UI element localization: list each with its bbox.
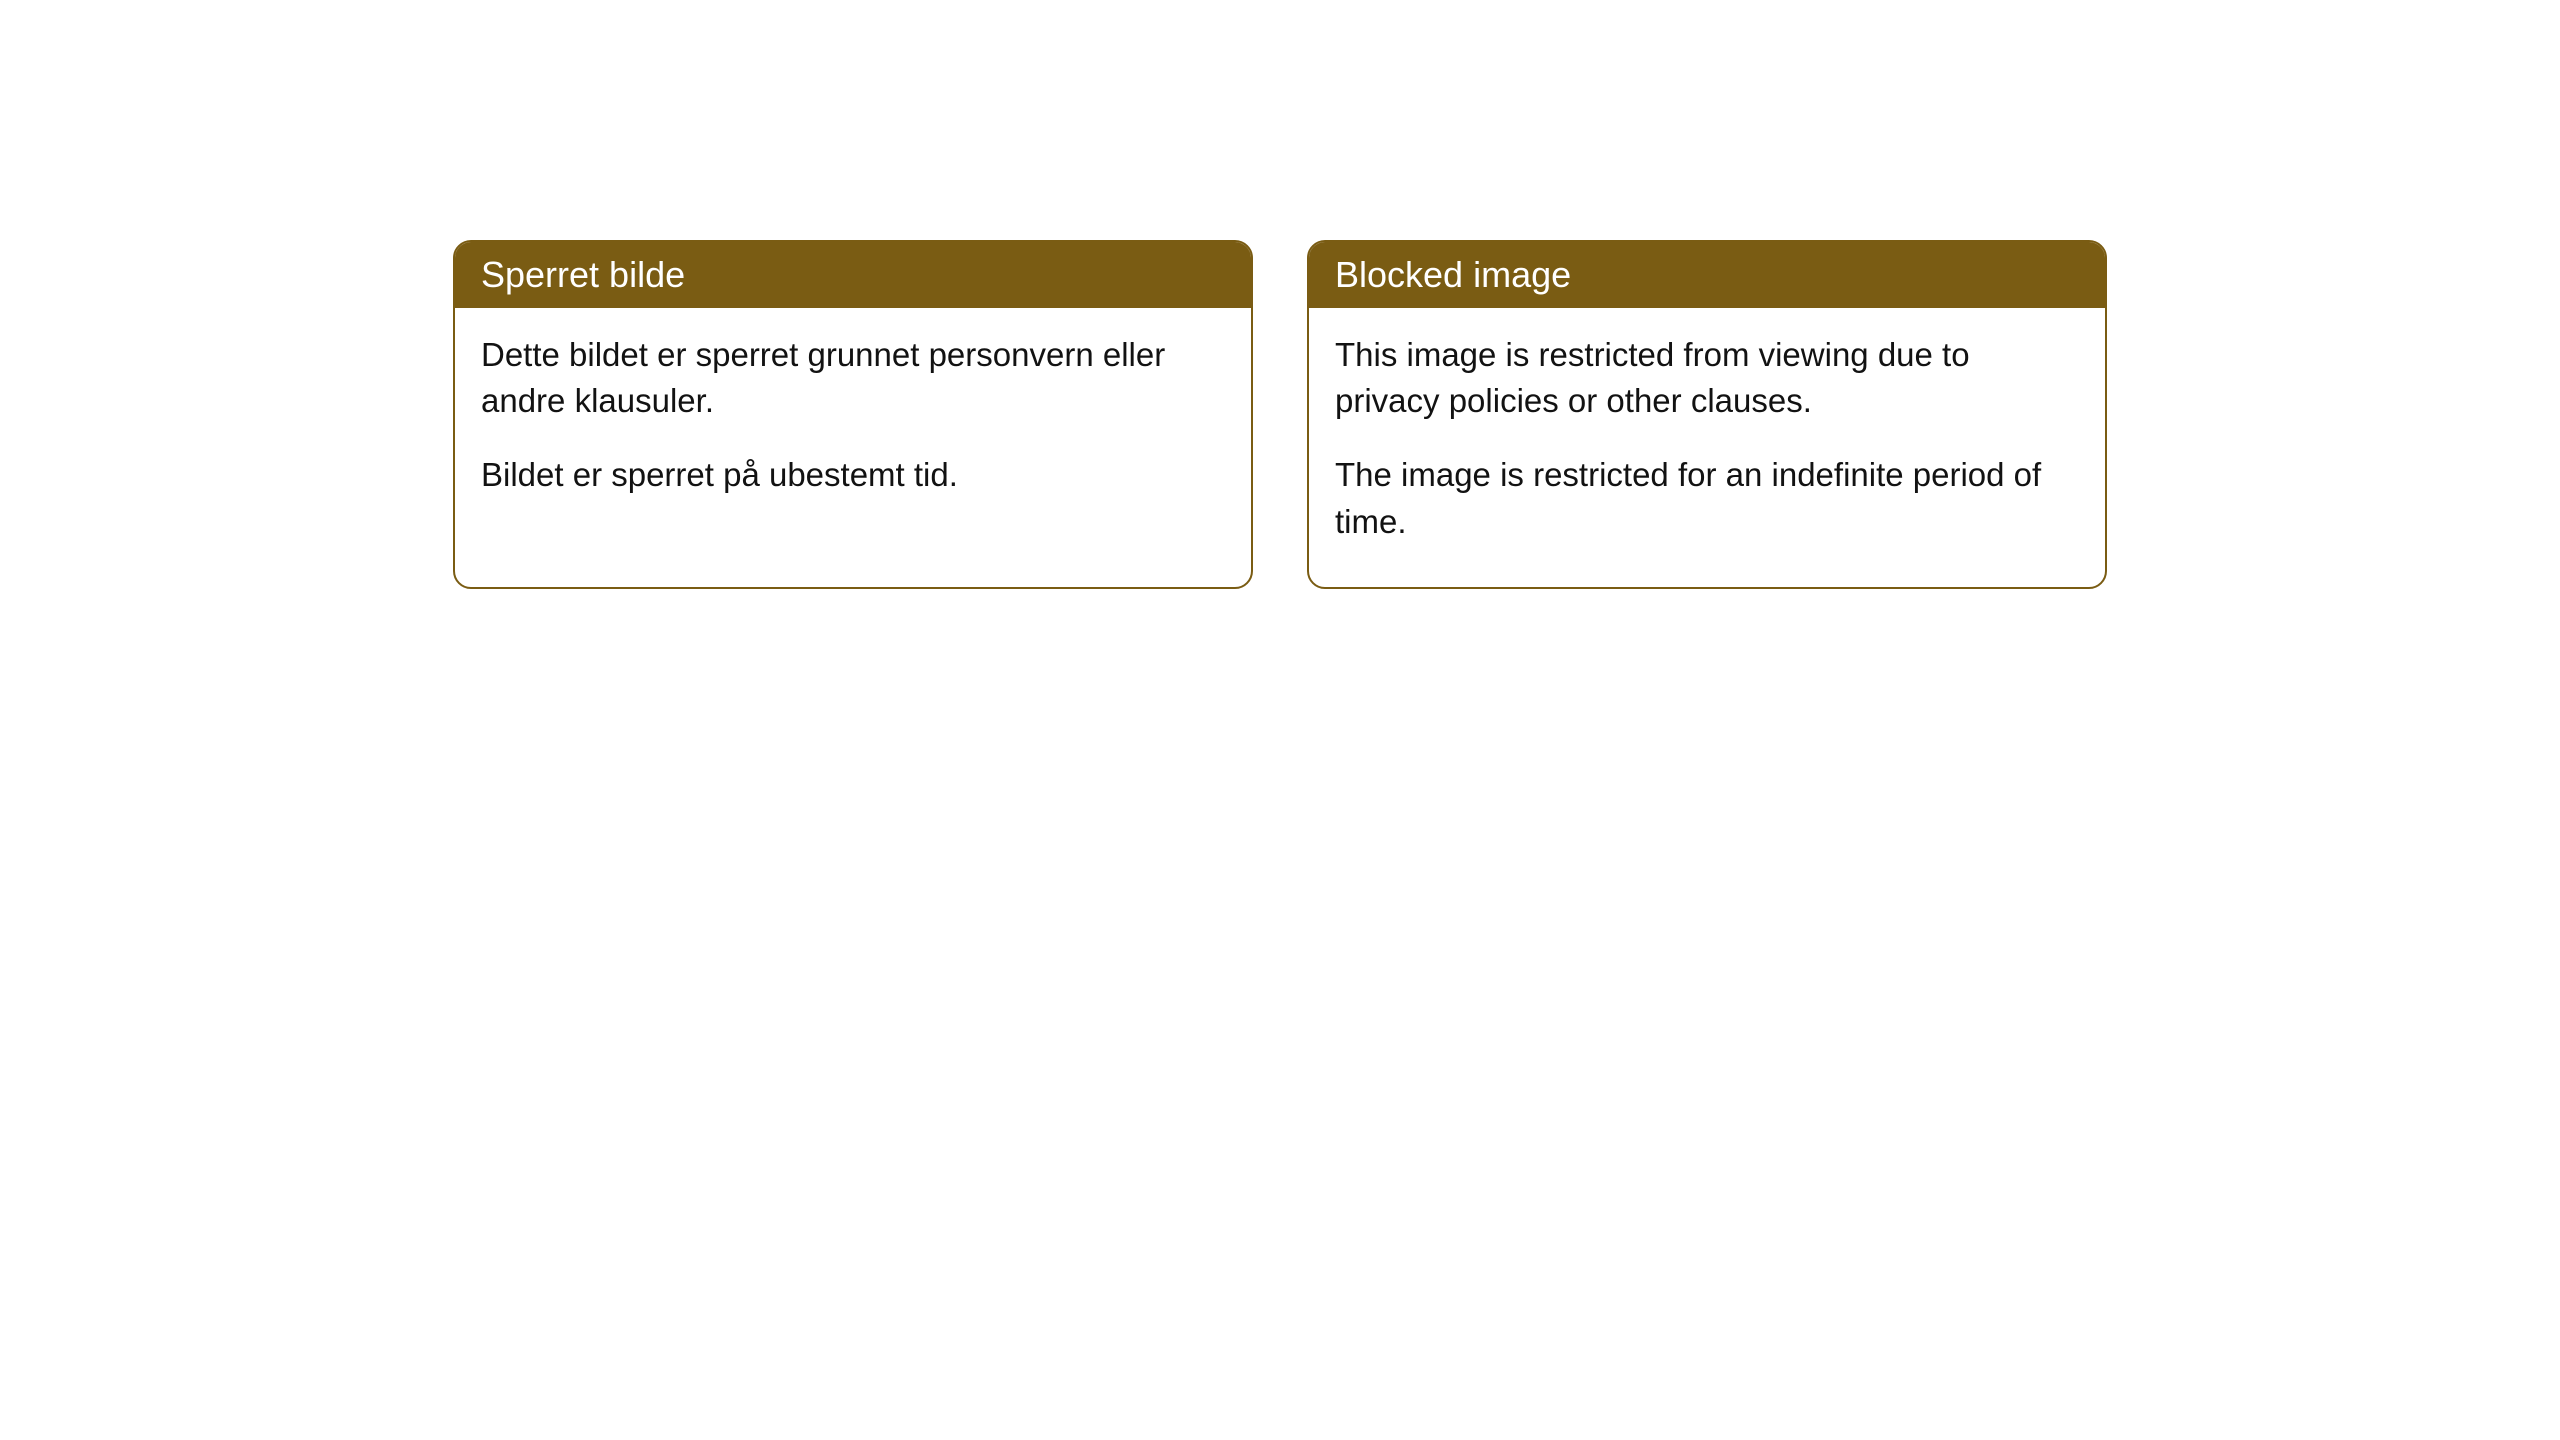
card-body-english: This image is restricted from viewing du… [1309, 308, 2105, 587]
card-header-english: Blocked image [1309, 242, 2105, 308]
card-title-norwegian: Sperret bilde [481, 254, 685, 295]
card-paragraph-1-english: This image is restricted from viewing du… [1335, 332, 2079, 424]
card-paragraph-1-norwegian: Dette bildet er sperret grunnet personve… [481, 332, 1225, 424]
card-paragraph-2-norwegian: Bildet er sperret på ubestemt tid. [481, 452, 1225, 498]
card-header-norwegian: Sperret bilde [455, 242, 1251, 308]
card-paragraph-2-english: The image is restricted for an indefinit… [1335, 452, 2079, 544]
notice-card-english: Blocked image This image is restricted f… [1307, 240, 2107, 589]
card-body-norwegian: Dette bildet er sperret grunnet personve… [455, 308, 1251, 541]
notice-card-norwegian: Sperret bilde Dette bildet er sperret gr… [453, 240, 1253, 589]
card-title-english: Blocked image [1335, 254, 1571, 295]
notice-cards-container: Sperret bilde Dette bildet er sperret gr… [0, 240, 2560, 589]
